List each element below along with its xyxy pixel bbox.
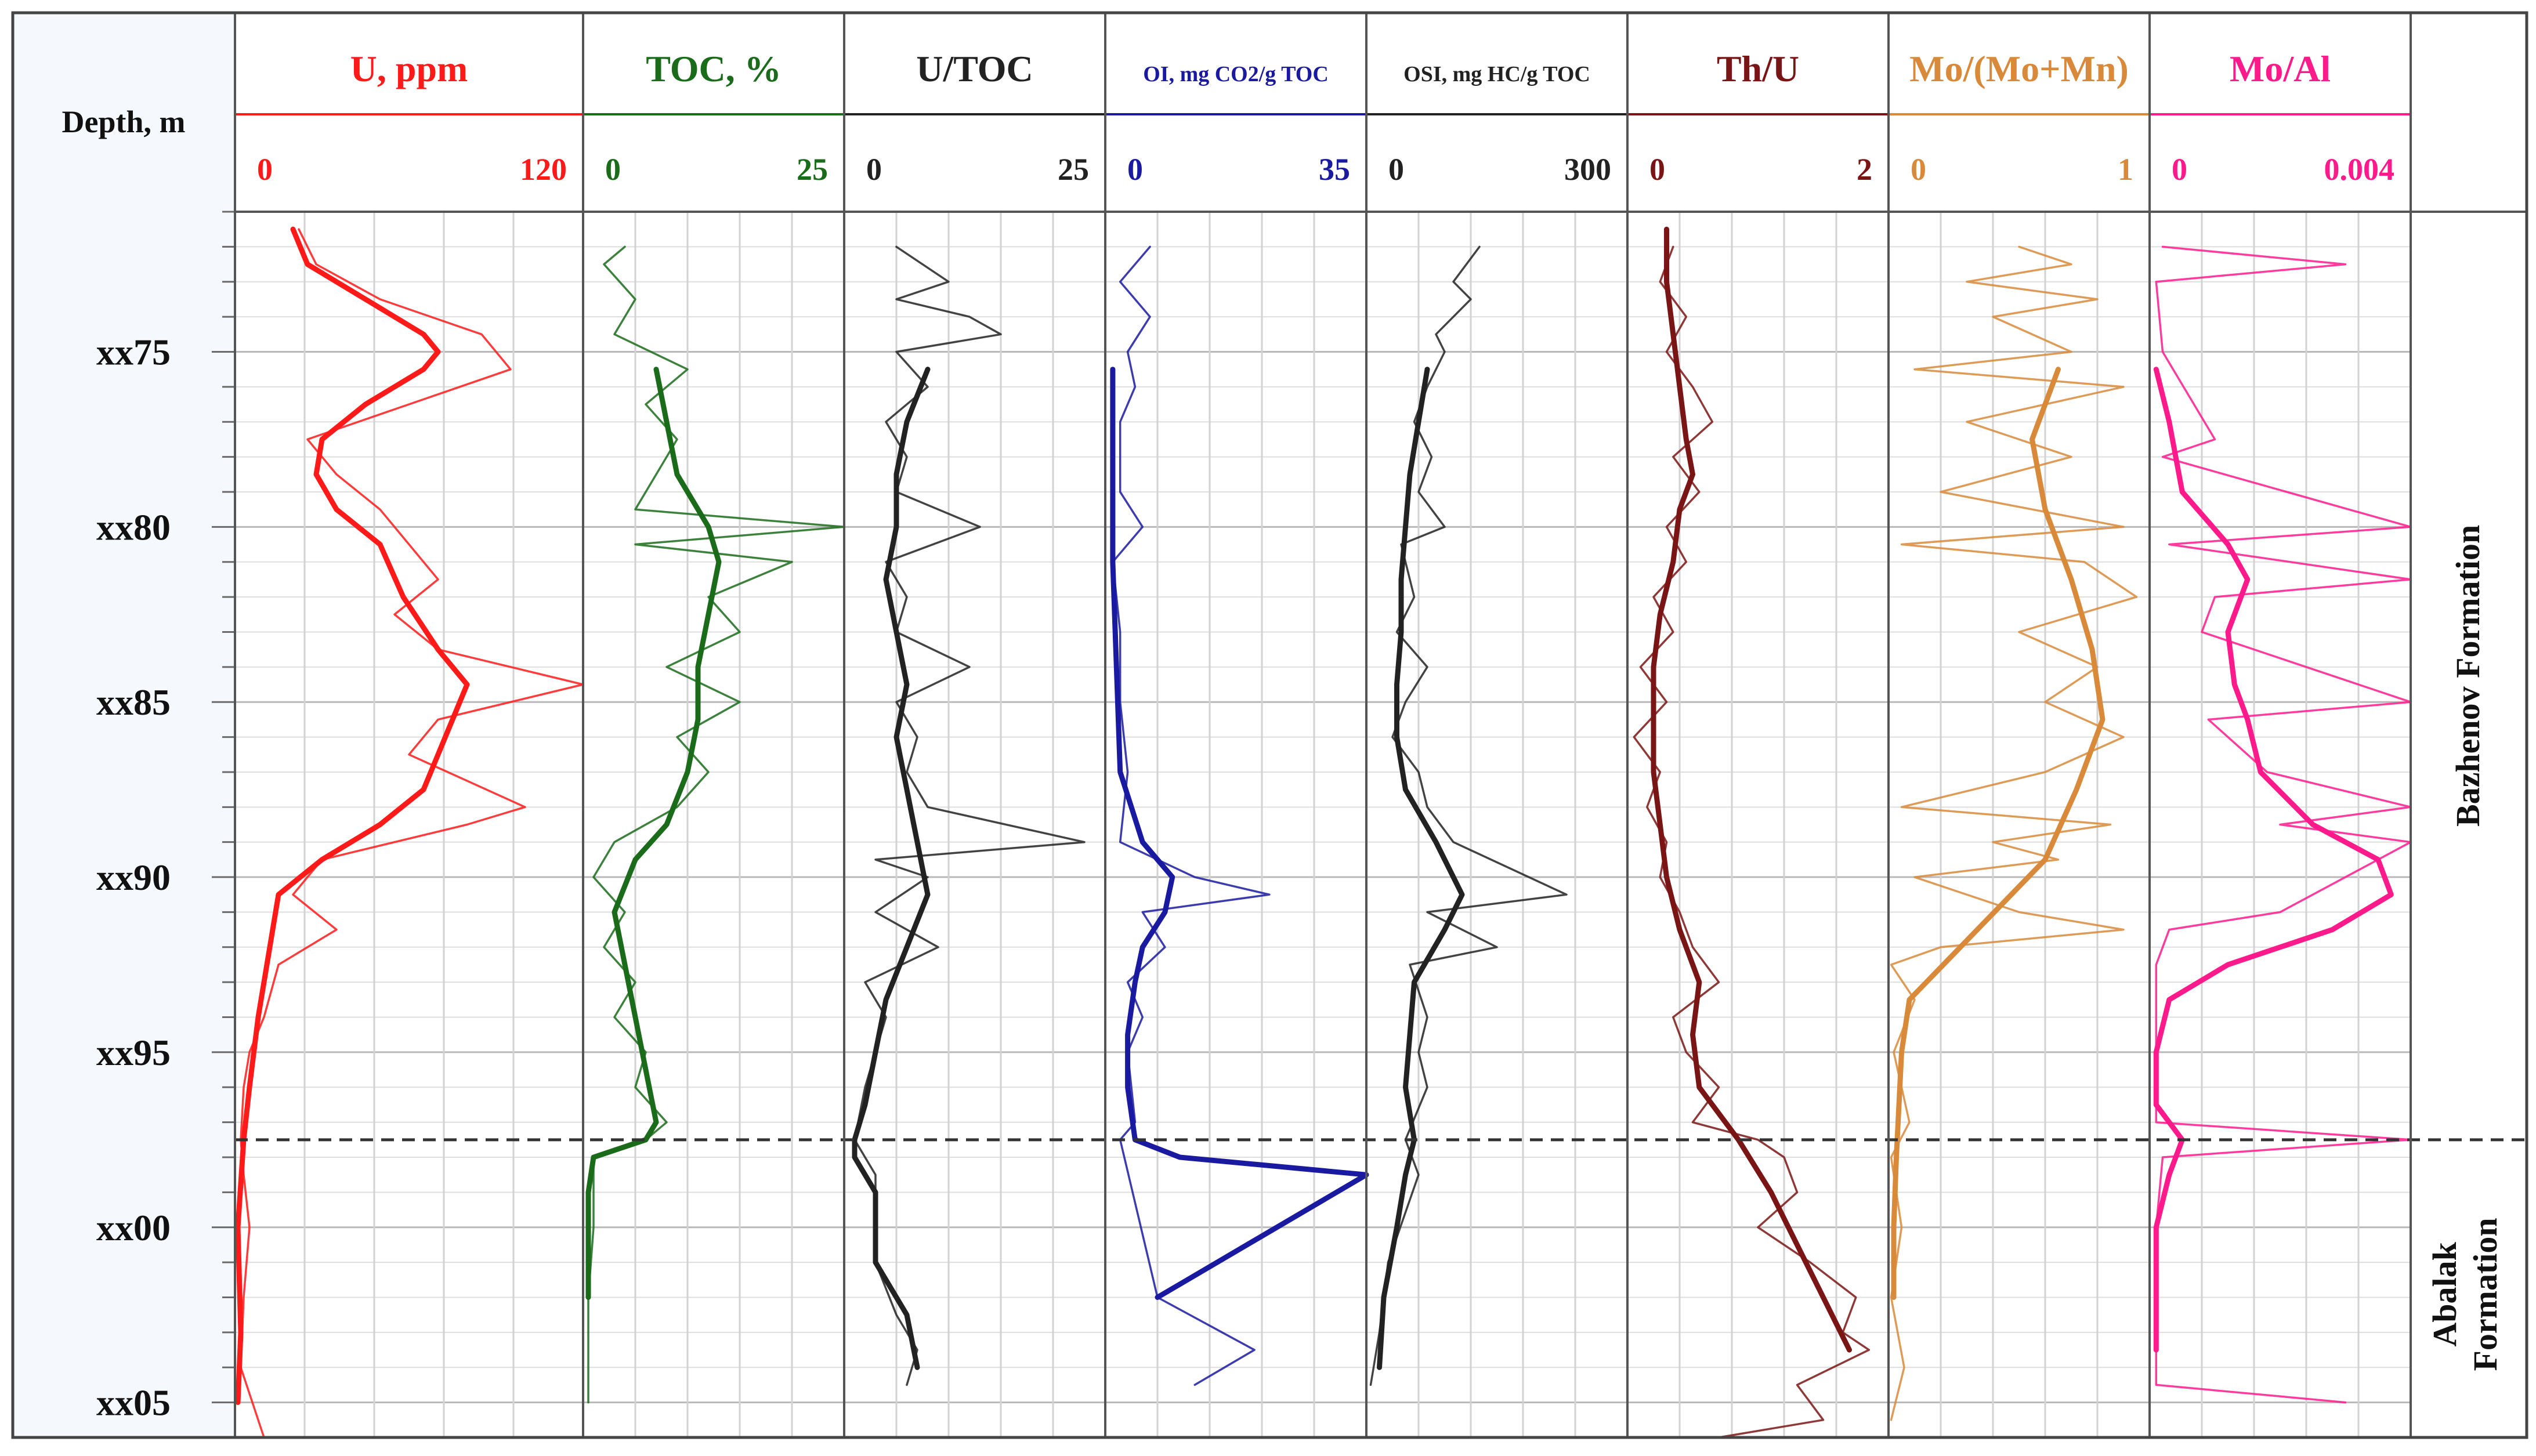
series-smoothed xyxy=(235,226,470,1406)
track-scale-min: 0 xyxy=(605,152,621,187)
series-smoothed xyxy=(852,367,931,1370)
depth-tick-label: xx95 xyxy=(96,1032,171,1073)
series-smoothed xyxy=(585,367,722,1300)
track-title: OSI, mg HC/g TOC xyxy=(1403,62,1590,86)
series-raw xyxy=(853,245,1086,1386)
track-scale-max: 300 xyxy=(1564,152,1611,187)
track-scale-min: 0 xyxy=(1649,152,1665,187)
track-1: U, ppm 0 120 xyxy=(235,48,584,1439)
track-title: TOC, % xyxy=(646,48,782,89)
track-scale-max: 35 xyxy=(1319,152,1350,187)
depth-tick-label: xx05 xyxy=(96,1382,171,1424)
formation-label-bazhenov: Bazhenov Formation xyxy=(2449,525,2487,827)
track-scale-max: 25 xyxy=(1058,152,1089,187)
grid xyxy=(235,211,2411,1438)
track-title: Mo/Al xyxy=(2230,48,2331,89)
formation-column-bg xyxy=(2411,13,2527,1437)
series-smoothed xyxy=(1891,367,2106,1300)
track-title: U, ppm xyxy=(350,48,468,89)
outer-frame xyxy=(11,11,2528,1439)
series-raw xyxy=(1369,245,1568,1386)
depth-tick-label: xx90 xyxy=(96,857,171,898)
track-scale-max: 0.004 xyxy=(2324,152,2395,187)
series-raw xyxy=(240,228,584,1439)
depth-tick-label: xx00 xyxy=(96,1207,171,1248)
depth-axis: xx75 xx80 xx85 xx90 xx95 xx00 xx05 Depth, m xyxy=(62,104,235,1439)
series-raw xyxy=(2155,245,2412,1404)
track-4: OI, mg CO2/g TOC 0 35 xyxy=(1105,62,1369,1386)
track-scale-min: 0 xyxy=(257,152,273,187)
track-scale-min: 0 xyxy=(1388,152,1404,187)
series-raw xyxy=(587,245,845,1404)
series-smoothed xyxy=(1651,226,1852,1353)
formation-label-abalak-line2: Formation xyxy=(2466,1218,2504,1371)
track-2: TOC, % 0 25 xyxy=(583,48,845,1404)
track-5: OSI, mg HC/g TOC 0 300 xyxy=(1366,62,1627,1386)
series-raw xyxy=(1633,245,1871,1439)
series-raw xyxy=(1890,245,2138,1421)
track-scale-min: 0 xyxy=(1911,152,1926,187)
track-title: OI, mg CO2/g TOC xyxy=(1143,62,1329,86)
track-scale-max: 1 xyxy=(2118,152,2133,187)
track-title: Th/U xyxy=(1717,48,1799,89)
series-smoothed xyxy=(1110,367,1369,1300)
formation-labels: Bazhenov Formation Abalak Formation xyxy=(2426,525,2504,1371)
track-3: U/TOC 0 25 xyxy=(844,48,1105,1386)
track-7: Mo/(Mo+Mn) 0 1 xyxy=(1889,48,2150,1421)
series-smoothed xyxy=(2153,367,2394,1353)
depth-tick-label: xx85 xyxy=(96,682,171,723)
depth-tick-label: xx80 xyxy=(96,506,171,548)
formation-label-abalak-line1: Abalak xyxy=(2426,1241,2463,1346)
track-6: Th/U 0 2 xyxy=(1627,48,1889,1439)
depth-column-bg xyxy=(13,13,235,1437)
track-title: Mo/(Mo+Mn) xyxy=(1909,48,2129,89)
track-8: Mo/Al 0 0.004 xyxy=(2150,48,2412,1404)
track-scale-min: 0 xyxy=(1127,152,1143,187)
track-scale-max: 120 xyxy=(520,152,567,187)
track-scale-max: 2 xyxy=(1857,152,1872,187)
depth-tick-label: xx75 xyxy=(96,331,171,372)
track-scale-min: 0 xyxy=(2172,152,2187,187)
track-scale-min: 0 xyxy=(866,152,882,187)
series-raw xyxy=(1112,245,1271,1386)
track-title: U/TOC xyxy=(916,48,1033,89)
series-smoothed xyxy=(1377,367,1465,1370)
frame-borders xyxy=(11,11,2528,1439)
track-scale-max: 25 xyxy=(797,152,828,187)
depth-axis-title: Depth, m xyxy=(62,104,186,139)
